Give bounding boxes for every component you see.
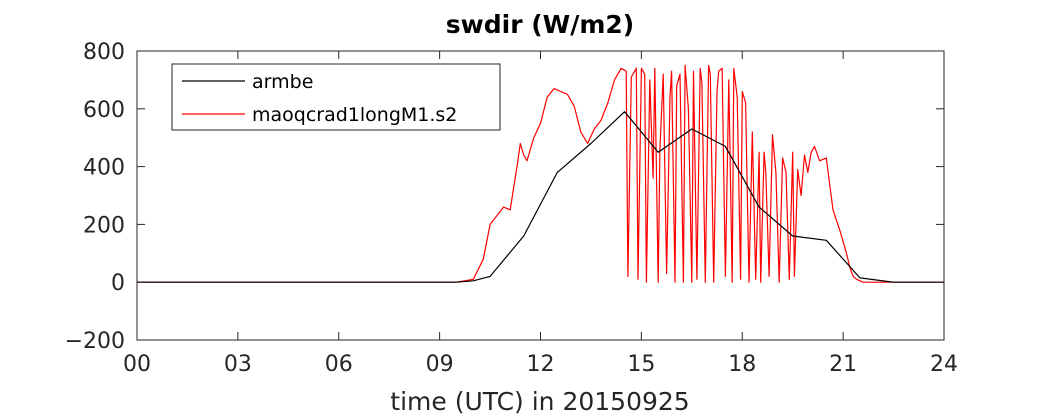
x-tick-label: 24 [930,352,958,377]
x-axis-label: time (UTC) in 20150925 [390,387,689,416]
x-tick-label: 06 [325,352,353,377]
y-tick-label: 800 [83,40,125,65]
legend: armbe maoqcrad1longM1.s2 [171,63,501,131]
legend-label-armbe: armbe [252,71,313,93]
y-tick-label: −200 [65,329,125,354]
y-tick-label: 0 [111,271,125,296]
y-tick-label: 200 [83,213,125,238]
x-tick-label: 00 [123,352,151,377]
chart-title: swdir (W/m2) [446,10,634,39]
legend-label-maoqcrad: maoqcrad1longM1.s2 [252,104,457,126]
series-layer [137,64,944,283]
x-tick-label: 12 [527,352,555,377]
series-line-0 [137,111,944,283]
series-line-1 [137,64,944,283]
legend-box [171,63,501,131]
x-tick-label: 18 [728,352,756,377]
x-tick-label: 21 [829,352,857,377]
x-tick-label: 03 [224,352,252,377]
tick-layer: 00 03 06 09 12 15 18 21 24 −200 0 200 400 600 800 [65,40,958,377]
x-tick-label: 09 [426,352,454,377]
x-tick-label: 15 [627,352,655,377]
y-tick-label: 600 [83,98,125,123]
y-tick-label: 400 [83,156,125,181]
